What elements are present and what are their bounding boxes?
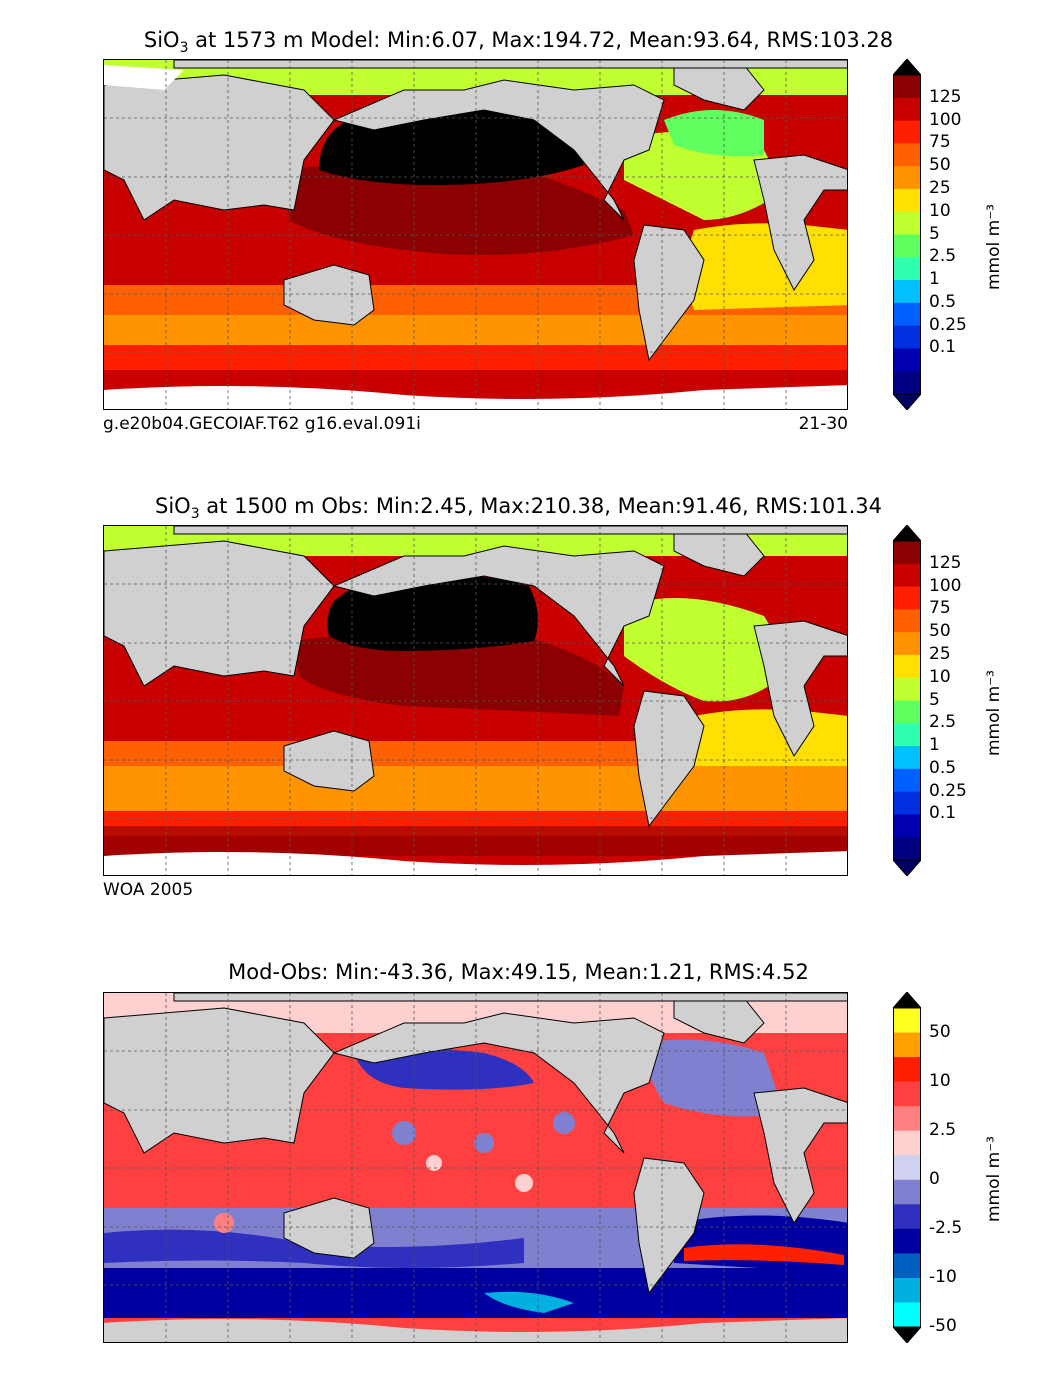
colorbar	[893, 992, 921, 1343]
colorbar-tick-label: 0.5	[929, 291, 957, 312]
colorbar-tick-label: 100	[929, 109, 962, 130]
colorbar-segment	[893, 371, 921, 395]
colorbar-segment	[893, 654, 921, 679]
colorbar-tick-label: 75	[929, 598, 951, 619]
colorbar-segment	[893, 1277, 921, 1303]
panel-title: SiO3 at 1573 m Model: Min:6.07, Max:194.…	[143, 28, 894, 56]
colorbar-segment	[893, 120, 921, 144]
colorbar-tick-label: 10	[929, 1070, 951, 1091]
colorbar-tick-label: -2.5	[929, 1217, 963, 1238]
colorbar-tick-label: 2.5	[929, 712, 957, 733]
colorbar-tick-label: 10	[929, 200, 951, 221]
colorbar-segment	[893, 837, 921, 861]
panel-title: Mod-Obs: Min:-43.36, Max:49.15, Mean:1.2…	[228, 960, 809, 984]
years-caption: 21-30	[798, 414, 848, 434]
colorbar-segment	[893, 1106, 921, 1132]
colorbar-under-triangle	[893, 859, 921, 876]
colorbar-segment	[893, 541, 921, 565]
colorbar-tick-label: 0.1	[929, 337, 957, 358]
colorbar-tick-label: 0.1	[929, 803, 957, 824]
colorbar-segment	[893, 234, 921, 258]
colorbar-segment	[893, 143, 921, 167]
colorbar-unit: mmol m⁻³	[984, 204, 1004, 290]
colorbar-tick-label: 5	[929, 689, 940, 710]
colorbar-tick-label: 50	[929, 155, 951, 176]
colorbar-segment	[893, 75, 921, 99]
colorbar-segment	[893, 1057, 921, 1083]
colorbar-segment	[893, 1253, 921, 1279]
colorbar-segment	[893, 700, 921, 724]
colorbar-under-triangle	[893, 1326, 921, 1343]
colorbar-over-triangle	[893, 59, 921, 76]
colorbar-segment	[893, 280, 921, 304]
colorbar-tick-label: 2.5	[929, 246, 957, 267]
colorbar-tick-label: 5	[929, 223, 940, 244]
colorbar-segment	[893, 97, 921, 122]
colorbar-segment	[893, 791, 921, 815]
colorbar-tick-label: 2.5	[929, 1119, 957, 1140]
colorbar-tick-label: 25	[929, 643, 951, 664]
colorbar-segment	[893, 348, 921, 372]
colorbar-tick-label: 75	[929, 132, 951, 153]
colorbar-tick-label: 1	[929, 735, 940, 756]
colorbar-segment	[893, 1204, 921, 1230]
colorbar-tick-label: 0.25	[929, 780, 967, 801]
colorbar-tick-label: 0.5	[929, 757, 957, 778]
colorbar-segment	[893, 1008, 921, 1034]
colorbar-segment	[893, 188, 921, 213]
colorbar-tick-label: 25	[929, 177, 951, 198]
colorbar-tick-label: 50	[929, 1021, 951, 1042]
colorbar-over-triangle	[893, 992, 921, 1009]
colorbar-segment	[893, 632, 921, 656]
colorbar-frame	[893, 74, 921, 395]
colorbar-segment	[893, 302, 921, 327]
colorbar-segment	[893, 1155, 921, 1181]
colorbar-segment	[893, 609, 921, 633]
colorbar-over-triangle	[893, 525, 921, 542]
colorbar-under-triangle	[893, 393, 921, 410]
colorbar-segment	[893, 814, 921, 838]
model-map	[103, 59, 848, 410]
colorbar-segment	[893, 1081, 921, 1107]
colorbar-tick-label: 0	[929, 1168, 940, 1189]
colorbar-tick-label: 50	[929, 621, 951, 642]
colorbar	[893, 525, 921, 876]
difference-map	[103, 992, 848, 1343]
panel-title: SiO3 at 1500 m Obs: Min:2.45, Max:210.38…	[154, 494, 882, 522]
colorbar-segment	[893, 1032, 921, 1058]
colorbar-tick-label: -10	[929, 1266, 957, 1287]
colorbar-segment	[893, 677, 921, 701]
colorbar	[893, 59, 921, 410]
colorbar-segment	[893, 325, 921, 349]
colorbar-tick-label: 100	[929, 575, 962, 596]
obs-map	[103, 525, 848, 876]
colorbar-segment	[893, 746, 921, 770]
colorbar-unit: mmol m⁻³	[984, 1136, 1004, 1222]
colorbar-segment	[893, 1228, 921, 1254]
colorbar-frame	[893, 1007, 921, 1328]
colorbar-segment	[893, 211, 921, 235]
colorbar-frame	[893, 540, 921, 861]
run-id-caption: g.e20b04.GECOIAF.T62 g16.eval.091i	[103, 414, 421, 434]
colorbar-segment	[893, 723, 921, 747]
colorbar-segment	[893, 1302, 921, 1328]
colorbar-segment	[893, 1130, 921, 1156]
colorbar-segment	[893, 563, 921, 588]
colorbar-unit: mmol m⁻³	[984, 670, 1004, 756]
colorbar-segment	[893, 768, 921, 793]
colorbar-tick-label: -50	[929, 1316, 957, 1336]
source-caption: WOA 2005	[103, 880, 194, 900]
colorbar-segment	[893, 257, 921, 281]
colorbar-segment	[893, 1179, 921, 1205]
colorbar-tick-label: 125	[929, 552, 962, 573]
colorbar-tick-label: 125	[929, 86, 962, 107]
colorbar-segment	[893, 166, 921, 190]
colorbar-tick-label: 10	[929, 666, 951, 687]
colorbar-tick-label: 0.25	[929, 314, 967, 335]
colorbar-segment	[893, 586, 921, 610]
colorbar-tick-label: 1	[929, 269, 940, 290]
